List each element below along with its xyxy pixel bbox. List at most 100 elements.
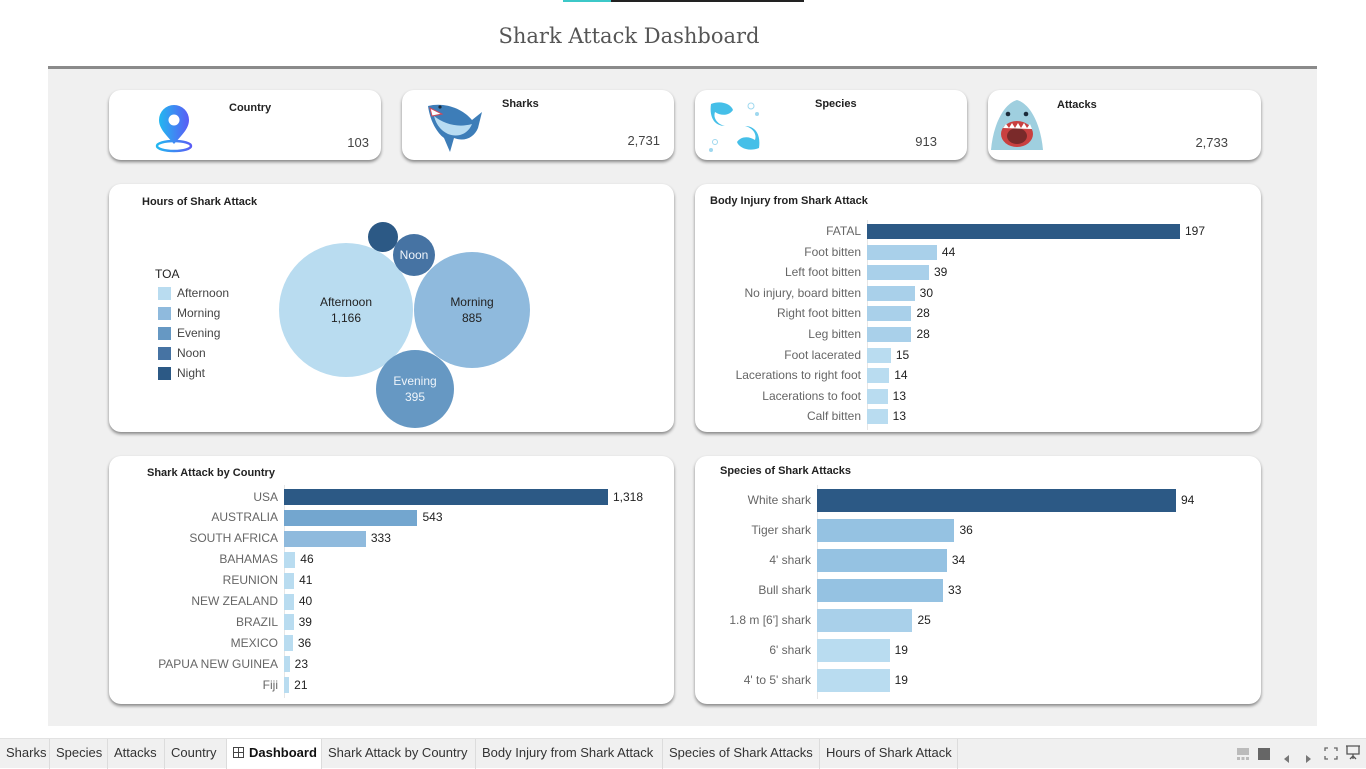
- bar[interactable]: [867, 409, 888, 425]
- bubble-evening[interactable]: Evening 395: [376, 350, 454, 428]
- filmstrip-icon[interactable]: [1258, 747, 1270, 765]
- tab-hours-of-shark-attack[interactable]: Hours of Shark Attack: [820, 739, 958, 769]
- bar[interactable]: [284, 509, 418, 526]
- twin-sharks-icon: [707, 98, 763, 159]
- bar[interactable]: [284, 677, 290, 694]
- legend-item[interactable]: Noon: [158, 346, 206, 360]
- bar[interactable]: [817, 579, 944, 602]
- bar[interactable]: [867, 244, 937, 260]
- legend-item[interactable]: Night: [158, 366, 205, 380]
- axis-line: [284, 485, 285, 698]
- bubble-value: 1,166: [330, 311, 362, 325]
- legend-swatch: [158, 326, 171, 340]
- dashboard-canvas: Country 103 Sharks 2,731 Species: [48, 66, 1317, 726]
- bar-label: AUSTRALIA: [211, 510, 278, 525]
- bar[interactable]: [867, 327, 912, 342]
- bar[interactable]: [817, 669, 890, 692]
- bubble-afternoon[interactable]: Afternoon 1,166: [279, 243, 413, 377]
- axis-line: [867, 220, 868, 430]
- bar-label: FATAL: [826, 224, 861, 238]
- chart-title: Hours of Shark Attack: [142, 196, 258, 208]
- bar[interactable]: [817, 609, 913, 632]
- legend-swatch: [158, 346, 171, 360]
- bar-label: PAPUA NEW GUINEA: [158, 656, 278, 671]
- bar[interactable]: [817, 549, 947, 572]
- tab-label: Sharks: [6, 745, 47, 760]
- tab-species[interactable]: Species: [50, 739, 108, 769]
- next-icon[interactable]: [1306, 750, 1312, 768]
- shark-jaws-icon: [991, 100, 1043, 155]
- kpi-value: 2,733: [1195, 135, 1228, 150]
- chart-title: Shark Attack by Country: [147, 467, 275, 479]
- legend-item[interactable]: Afternoon: [158, 286, 229, 300]
- bar-label: Foot bitten: [804, 244, 861, 259]
- bar-value: 28: [916, 306, 930, 321]
- legend-item[interactable]: Evening: [158, 326, 220, 340]
- bar-label: No injury, board bitten: [744, 285, 861, 300]
- bar[interactable]: [284, 530, 366, 547]
- bar-value: 41: [299, 573, 313, 588]
- bar[interactable]: [867, 224, 1180, 239]
- bar[interactable]: [284, 635, 293, 652]
- bar-label: White shark: [747, 493, 811, 507]
- kpi-card-attacks: Attacks 2,733: [988, 90, 1261, 160]
- bar[interactable]: [284, 572, 295, 589]
- bar[interactable]: [284, 489, 608, 505]
- bar[interactable]: [867, 388, 888, 404]
- tab-attacks[interactable]: Attacks: [108, 739, 165, 769]
- bar-value: 15: [895, 347, 910, 362]
- top-progress-accent: [563, 0, 611, 2]
- bar-label: Tiger shark: [751, 523, 811, 537]
- panel-hours-of-attack: Hours of Shark Attack TOA Afternoon Morni…: [109, 184, 674, 432]
- tab-shark-attack-by-country[interactable]: Shark Attack by Country: [322, 739, 476, 769]
- kpi-card-country: Country 103: [109, 90, 381, 160]
- tab-label: Country: [171, 745, 217, 760]
- bar-value: 25: [917, 613, 931, 627]
- bar[interactable]: [284, 614, 294, 631]
- bar[interactable]: [867, 368, 890, 384]
- legend-label: Night: [177, 366, 206, 380]
- tab-dashboard[interactable]: Dashboard: [227, 739, 322, 769]
- bubble-noon[interactable]: Noon: [393, 234, 435, 276]
- bar-label: 1.8 m [6'] shark: [729, 613, 811, 627]
- bar[interactable]: [867, 347, 891, 363]
- tab-sharks[interactable]: Sharks: [0, 739, 50, 769]
- bar[interactable]: [817, 519, 955, 542]
- bar-label: Lacerations to right foot: [735, 368, 861, 383]
- fullscreen-icon[interactable]: [1324, 747, 1338, 765]
- kpi-value: 913: [915, 134, 937, 149]
- bar[interactable]: [284, 551, 296, 568]
- bar-label: REUNION: [222, 573, 278, 588]
- tab-country[interactable]: Country: [165, 739, 227, 769]
- tab-label: Body Injury from Shark Attack: [482, 745, 654, 760]
- bar-label: Foot lacerated: [784, 347, 861, 362]
- bar-value: 19: [894, 673, 908, 687]
- tab-label: Dashboard: [249, 745, 317, 760]
- bar[interactable]: [284, 656, 290, 673]
- presentation-icon[interactable]: [1346, 745, 1360, 765]
- bar[interactable]: [817, 639, 890, 662]
- sheet-sorter-icon[interactable]: [1237, 747, 1249, 765]
- bar-label: BRAZIL: [235, 614, 278, 629]
- page-title: Shark Attack Dashboard: [498, 24, 760, 48]
- bar-value: 30: [919, 285, 934, 300]
- panel-attack-by-country: Shark Attack by Country USA 1,318 AUSTRALI…: [109, 456, 674, 704]
- bubble-night[interactable]: [368, 222, 398, 252]
- previous-icon[interactable]: [1284, 750, 1290, 768]
- bar-label: 4' to 5' shark: [743, 673, 811, 687]
- bar[interactable]: [867, 285, 915, 301]
- bar[interactable]: [867, 265, 929, 281]
- tab-label: Shark Attack by Country: [328, 745, 468, 760]
- top-progress-strip: [563, 0, 804, 2]
- bar[interactable]: [817, 489, 1176, 512]
- bar-label: Lacerations to foot: [762, 388, 861, 403]
- bar-value: 39: [298, 614, 312, 629]
- tab-species-of-shark-attacks[interactable]: Species of Shark Attacks: [663, 739, 820, 769]
- bar-value: 34: [951, 553, 966, 567]
- bar[interactable]: [284, 593, 294, 610]
- legend-item[interactable]: Morning: [158, 306, 220, 320]
- tab-body-injury-from-shark-attack[interactable]: Body Injury from Shark Attack: [476, 739, 663, 769]
- bubble-morning[interactable]: Morning 885: [414, 252, 530, 368]
- kpi-title: Attacks: [1057, 99, 1097, 111]
- bar[interactable]: [867, 306, 912, 322]
